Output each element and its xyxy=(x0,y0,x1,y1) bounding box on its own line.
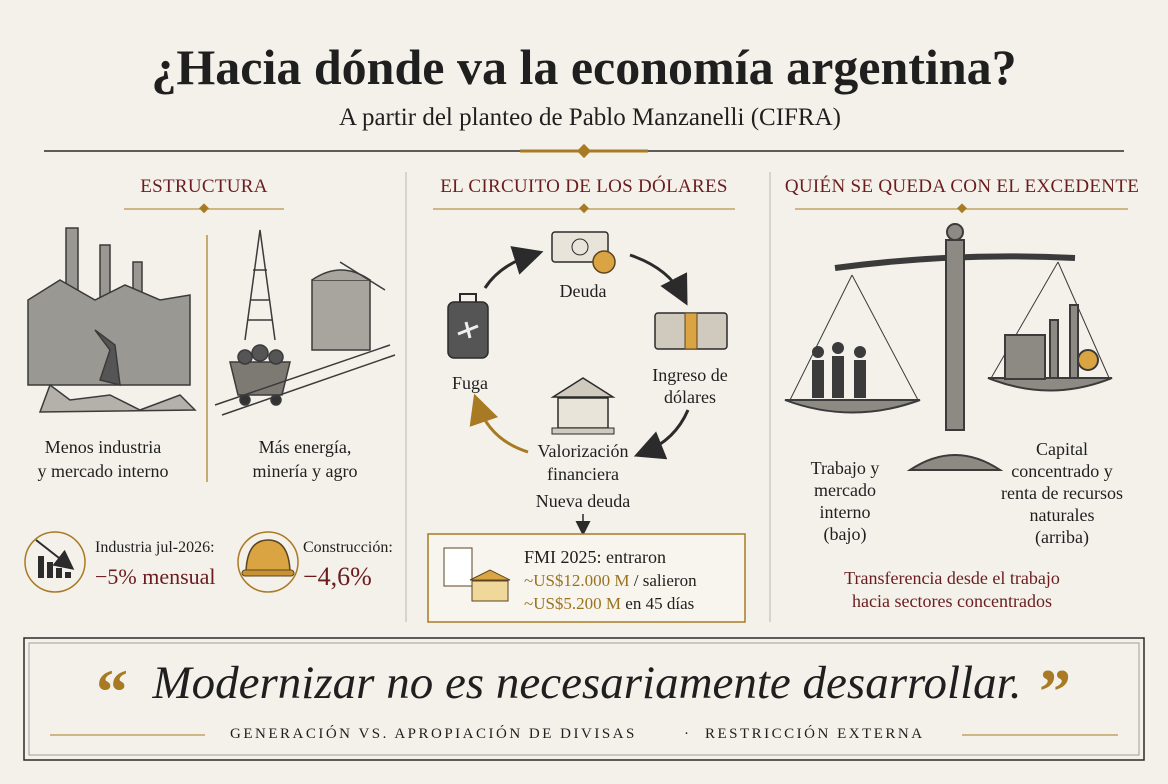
caption: minería y agro xyxy=(252,461,358,481)
node-label: financiera xyxy=(547,464,619,484)
title: ¿Hacia dónde va la economía argentina? xyxy=(151,39,1017,95)
fmi-text: en 45 días xyxy=(625,594,695,613)
node-label: Deuda xyxy=(559,281,607,301)
conclusion: hacia sectores concentrados xyxy=(852,591,1052,611)
separator: · xyxy=(684,726,689,742)
section-title: EL CIRCUITO DE LOS DÓLARES xyxy=(440,176,728,197)
keyword: RESTRICCIÓN EXTERNA xyxy=(705,726,925,742)
quote-mark: ” xyxy=(1039,656,1071,727)
fmi-amount: ~US$12.000 M xyxy=(524,571,630,590)
quote-mark: “ xyxy=(96,656,128,727)
node-label: dólares xyxy=(664,387,716,407)
conclusion: Transferencia desde el trabajo xyxy=(844,568,1060,588)
scale-label: mercado xyxy=(814,480,876,500)
section-title: ESTRUCTURA xyxy=(140,176,268,197)
quote-text: Modernizar no es necesariamente desarrol… xyxy=(152,657,1022,709)
fmi-line: ~US$5.200 M en 45 días xyxy=(524,595,694,612)
stat-value: −5% mensual xyxy=(95,564,216,589)
caption: Menos industria xyxy=(44,437,162,457)
section-title: QUIÉN SE QUEDA CON EL EXCEDENTE xyxy=(784,176,1140,197)
caption: Más energía, xyxy=(258,437,352,457)
fmi-amount: ~US$5.200 M xyxy=(524,594,622,613)
scale-label: renta de recursos xyxy=(1001,483,1123,503)
caption: y mercado interno xyxy=(37,461,169,481)
scale-label: Capital xyxy=(1036,439,1088,459)
node-label: Valorización xyxy=(537,441,629,461)
scale-label: (arriba) xyxy=(1035,527,1089,547)
keyword: GENERACIÓN VS. APROPIACIÓN DE DIVISAS xyxy=(230,726,637,742)
fmi-text: / salieron xyxy=(633,571,697,590)
node-label: Fuga xyxy=(452,373,488,393)
fmi-line: ~US$12.000 M / salieron xyxy=(524,572,697,589)
fmi-text: FMI 2025: entraron xyxy=(524,547,666,567)
stat-label: Industria jul-2026: xyxy=(95,539,215,556)
node-label: Ingreso de xyxy=(652,365,728,385)
scale-label: interno xyxy=(819,502,871,522)
scale-label: (bajo) xyxy=(823,524,867,544)
next-step: Nueva deuda xyxy=(535,491,631,511)
scale-label: concentrado y xyxy=(1011,461,1113,481)
scale-label: naturales xyxy=(1029,505,1095,525)
subtitle: A partir del planteo de Pablo Manzanelli… xyxy=(339,104,841,131)
stat-value: −4,6% xyxy=(303,562,372,591)
stat-label: Construcción: xyxy=(303,539,393,556)
scale-label: Trabajo y xyxy=(810,458,880,478)
